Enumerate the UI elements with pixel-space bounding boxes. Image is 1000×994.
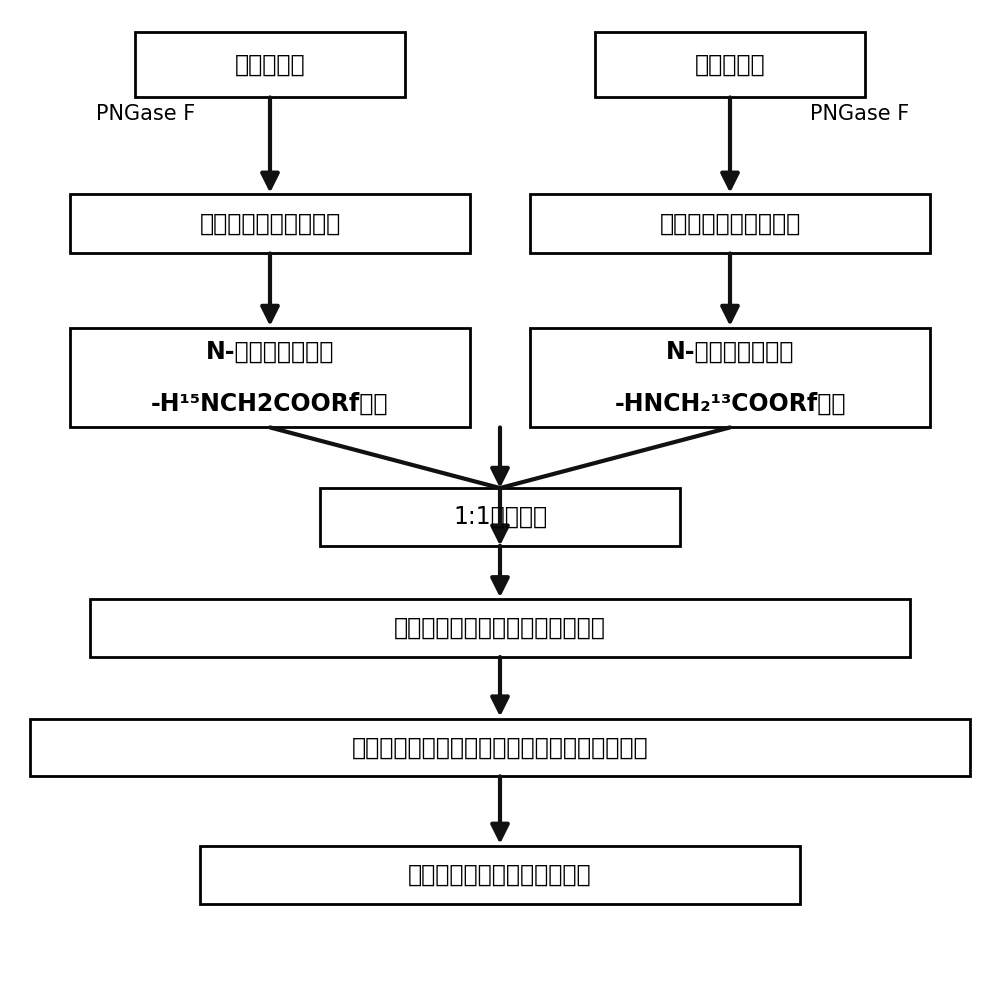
FancyBboxPatch shape <box>530 194 930 253</box>
FancyArrowPatch shape <box>492 488 508 541</box>
Text: -H¹⁵NCH2COORf标记: -H¹⁵NCH2COORf标记 <box>151 392 389 415</box>
FancyBboxPatch shape <box>90 599 910 657</box>
FancyArrowPatch shape <box>492 546 508 592</box>
FancyArrowPatch shape <box>262 97 278 188</box>
Text: 1:1比例混合: 1:1比例混合 <box>453 505 547 529</box>
FancyBboxPatch shape <box>530 328 930 427</box>
Text: 多糖拓扑结构鉴定和定量分析: 多糖拓扑结构鉴定和定量分析 <box>408 863 592 887</box>
FancyArrowPatch shape <box>722 97 738 188</box>
Text: PNGase F: PNGase F <box>810 104 909 124</box>
Text: 控制组蛋白: 控制组蛋白 <box>235 53 305 77</box>
FancyBboxPatch shape <box>135 32 405 96</box>
FancyBboxPatch shape <box>595 32 865 96</box>
FancyArrowPatch shape <box>722 253 738 321</box>
Text: N-乙酰葡糖胺醛基: N-乙酰葡糖胺醛基 <box>206 340 334 364</box>
FancyArrowPatch shape <box>492 427 508 483</box>
FancyBboxPatch shape <box>200 846 800 904</box>
Text: PNGase F: PNGase F <box>96 104 195 124</box>
FancyBboxPatch shape <box>70 194 470 253</box>
FancyBboxPatch shape <box>30 719 970 776</box>
FancyArrowPatch shape <box>270 427 500 488</box>
FancyArrowPatch shape <box>492 776 508 839</box>
FancyArrowPatch shape <box>492 657 508 712</box>
FancyBboxPatch shape <box>70 328 470 427</box>
Text: 疾病组含多糖的混合物: 疾病组含多糖的混合物 <box>659 212 801 236</box>
Text: 高效液相色谱分离及高分辨质谱及串级质谱分析: 高效液相色谱分离及高分辨质谱及串级质谱分析 <box>352 736 648 759</box>
Text: -HNCH₂¹³COORf标记: -HNCH₂¹³COORf标记 <box>614 392 846 415</box>
Text: 控制组含多糖的混合物: 控制组含多糖的混合物 <box>199 212 341 236</box>
FancyBboxPatch shape <box>320 488 680 546</box>
FancyArrowPatch shape <box>500 427 730 488</box>
Text: 疾病组蛋白: 疾病组蛋白 <box>695 53 765 77</box>
Text: 用氟化固相萃取柱萃取标记的多糖: 用氟化固相萃取柱萃取标记的多糖 <box>394 616 606 640</box>
FancyArrowPatch shape <box>262 253 278 321</box>
Text: N-乙酰葡糖胺醛基: N-乙酰葡糖胺醛基 <box>666 340 794 364</box>
